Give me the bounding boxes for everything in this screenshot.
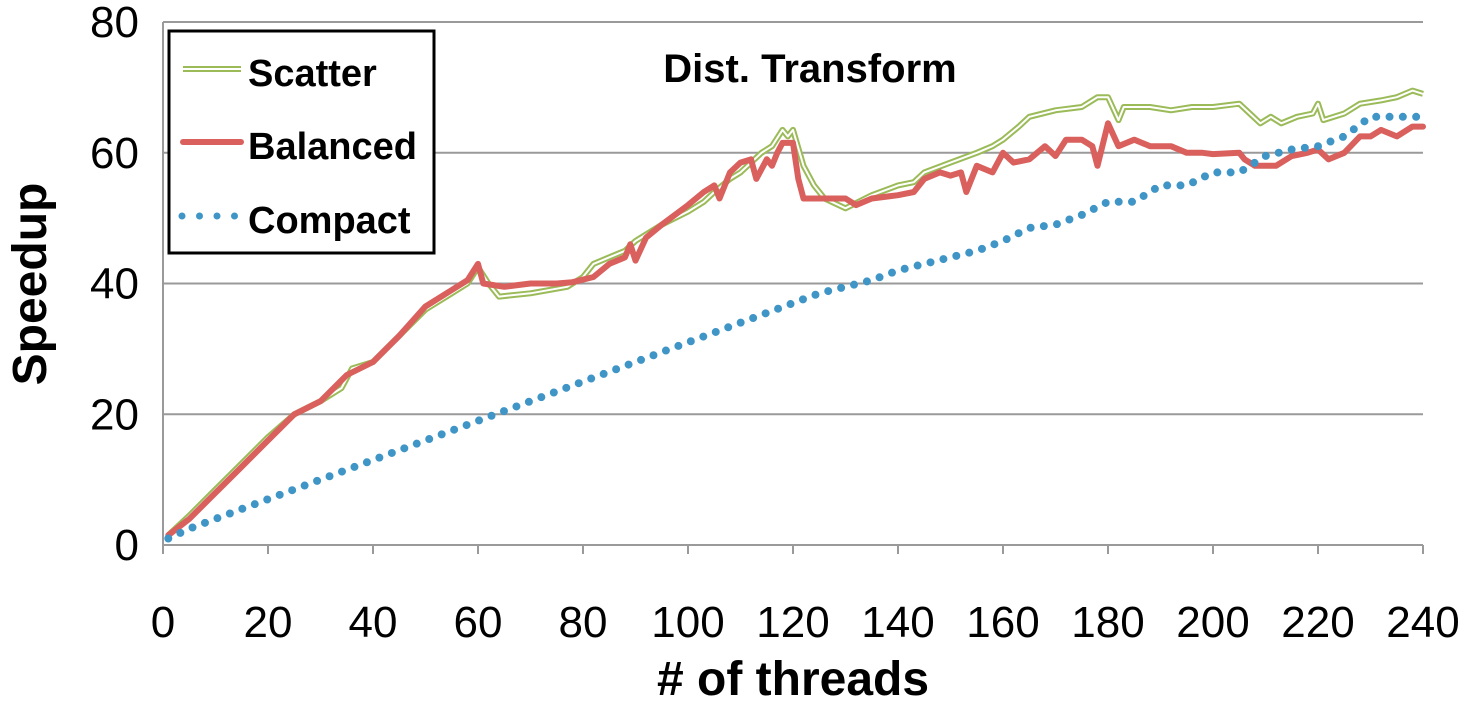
y-tick-label: 60 [90, 129, 139, 178]
x-tick-label: 100 [651, 598, 724, 647]
legend-item-scatter: Scatter [183, 53, 377, 95]
legend-item-balanced: Balanced [180, 126, 417, 168]
legend: Scatter Balanced Compact [167, 29, 436, 255]
y-tick-label: 40 [90, 260, 139, 309]
x-tick-label: 0 [151, 598, 175, 647]
x-tick-label: 140 [861, 598, 934, 647]
x-axis-label: # of threads [657, 653, 929, 702]
y-tick-label: 20 [90, 390, 139, 439]
legend-label-scatter: Scatter [248, 53, 377, 95]
axes [162, 22, 1424, 554]
x-tick-label: 180 [1071, 598, 1144, 647]
y-axis-label: Speedup [4, 183, 57, 386]
x-tick-label: 120 [756, 598, 829, 647]
x-tick-label: 240 [1386, 598, 1459, 647]
y-tick-label: 0 [115, 521, 139, 570]
legend-item-compact: Compact [178, 200, 411, 242]
series-line-balanced [165, 120, 1426, 539]
x-tick-label: 200 [1176, 598, 1249, 647]
legend-label-compact: Compact [248, 200, 411, 242]
tick-labels: 0 20 40 60 80 0 20 40 60 80 100 120 140 160 180 200 220 2… [90, 0, 1460, 647]
x-tick-label: 20 [244, 598, 293, 647]
series-lines [164, 87, 1427, 543]
series-line-compact [164, 112, 1427, 543]
chart-title: Dist. Transform [663, 47, 956, 91]
x-tick-label: 40 [349, 598, 398, 647]
x-tick-label: 220 [1281, 598, 1354, 647]
x-tick-label: 80 [559, 598, 608, 647]
y-tick-label: 80 [90, 0, 139, 47]
legend-label-balanced: Balanced [248, 126, 417, 168]
x-tick-label: 160 [966, 598, 1039, 647]
x-tick-label: 60 [454, 598, 503, 647]
